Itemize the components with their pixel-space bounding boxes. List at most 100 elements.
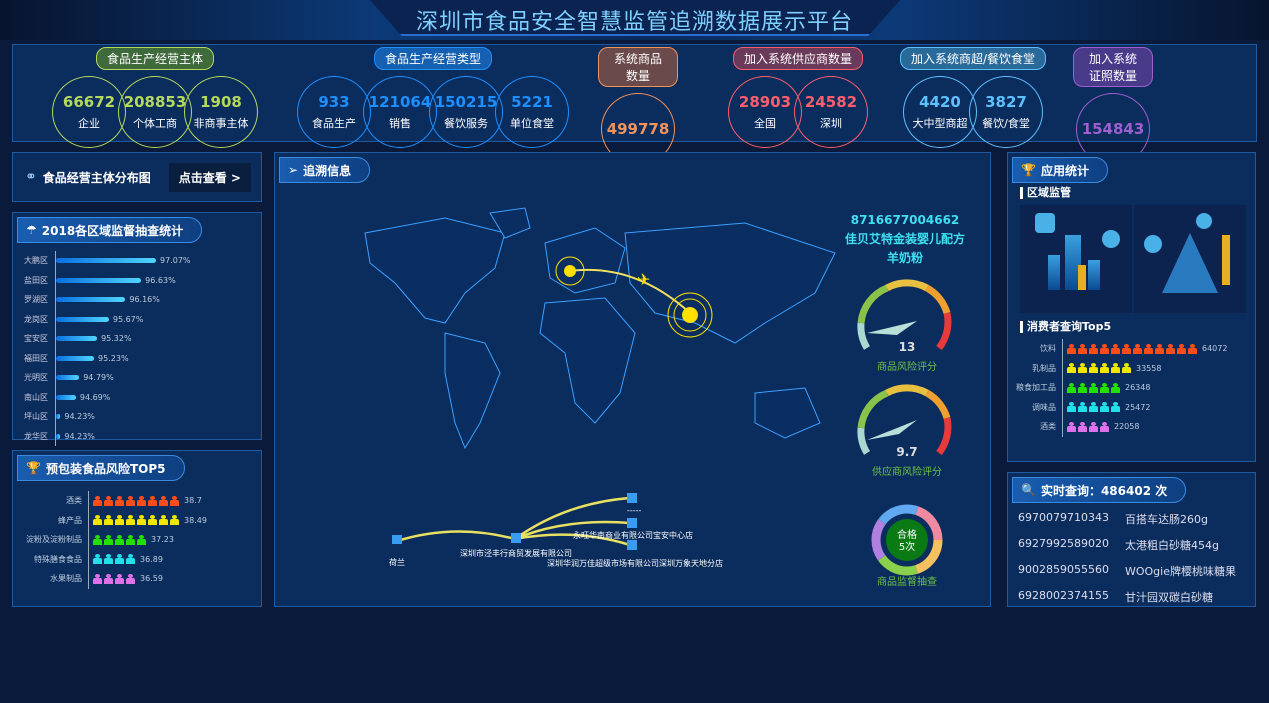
umbrella-icon: ☂ [26, 223, 37, 237]
person-icon [1111, 363, 1120, 374]
person-icon [115, 515, 124, 526]
bar [56, 258, 156, 264]
bar-label: 96.63% [145, 275, 176, 285]
picto-category: 水果制品 [13, 569, 89, 589]
realtime-row[interactable]: 6970079710343 百搭车达肠260g [1008, 511, 1255, 537]
picto-row: 粮食加工品 26348 [1008, 378, 1255, 398]
bar-category: 罗湖区 [24, 295, 48, 305]
picto-icons [93, 534, 148, 545]
picto-category: 酒类 [13, 491, 89, 511]
picto-row: 酒类 22058 [1008, 417, 1255, 437]
stat-group-label: 系统商品数量 [598, 47, 678, 87]
realtime-list[interactable]: 6970079710343 百搭车达肠260g 6927992589020 太港粗白砂… [1008, 511, 1255, 606]
bar-category: 盐田区 [24, 275, 48, 285]
panel-title: 2018各区域监督抽查统计 [41, 223, 184, 238]
distribution-title: 食品经营主体分布图 [42, 170, 151, 185]
trophy-icon: 🏆 [1021, 163, 1036, 177]
picto-icons [93, 495, 181, 506]
stat-circle: 5221 单位食堂 [495, 76, 569, 148]
person-icon [1155, 343, 1164, 354]
barcode: 6927992589020 [1018, 537, 1109, 550]
stat-label: 企业 [78, 117, 100, 130]
person-icon [1100, 382, 1109, 393]
consumer-subtitle: 消费者查询Top5 [1020, 321, 1255, 333]
picto-category: 乳制品 [1008, 358, 1063, 378]
stat-value: 4420 [919, 93, 961, 111]
panel-title: 应用统计 [1040, 163, 1089, 178]
bar-row: 光明区 94.79% [24, 368, 261, 388]
realtime-row[interactable]: 6927992589020 太港粗白砂糖454g [1008, 537, 1255, 563]
bar [56, 355, 95, 361]
flow-dest-label: ----- [627, 506, 642, 515]
bar-row: 龙华区 94.23% [24, 427, 261, 447]
person-icon [126, 515, 135, 526]
picto-value: 37.23 [151, 535, 174, 545]
person-icon [148, 495, 157, 506]
picto-icons [1067, 421, 1111, 432]
picto-row: 蜂产品 38.49 [13, 510, 261, 530]
stat-value: 121064 [368, 93, 432, 111]
product-info: 8716677004662 佳贝艾特金装婴儿配方羊奶粉 [825, 211, 985, 268]
paper-plane-icon: ➢ [288, 163, 299, 177]
person-icon [137, 495, 146, 506]
person-icon [1111, 343, 1120, 354]
person-icon [104, 534, 113, 545]
user-shield-icon [1035, 213, 1055, 233]
world-map[interactable]: ✈ 荷兰 深圳市泾丰行商贸发展有限公司 ----- 永旺华南商业有限公司宝安中心… [275, 173, 992, 603]
person-icon [1089, 421, 1098, 432]
picto-category: 淀粉及淀粉制品 [13, 530, 89, 550]
picto-value: 38.7 [184, 496, 202, 506]
bar-label: 95.23% [98, 353, 129, 363]
origin-ripple [555, 256, 585, 286]
realtime-row[interactable]: 9002859055560 WOOgie牌樱桃味糖果 [1008, 563, 1255, 589]
trophy-icon: 🏆 [26, 461, 41, 475]
stat-circles: 28903 全国 24582 深圳 [723, 76, 873, 148]
stat-value: 208853 [123, 93, 187, 111]
inspection-donut: 合格 5次 商品监督抽查 [871, 504, 943, 588]
stat-value: 933 [318, 93, 350, 111]
flow-origin-label: 荷兰 [389, 557, 405, 567]
person-icon [148, 515, 157, 526]
cutlery-icon [1196, 213, 1212, 229]
stat-group-label: 加入系统供应商数量 [732, 47, 863, 70]
risk-panel: 🏆 预包装食品风险TOP5 酒类 38.7 蜂产品 38.49 淀粉及淀粉制品 37.23 特… [12, 450, 262, 607]
bar-category: 福田区 [24, 353, 48, 363]
person-icon [1078, 421, 1087, 432]
flow-link [514, 520, 631, 541]
stat-label: 食品生产 [312, 117, 356, 130]
picto-value: 38.49 [184, 515, 207, 525]
bar-category: 大鹏区 [24, 256, 48, 266]
stat-value: 154843 [1081, 120, 1145, 138]
bar-row: 福田区 95.23% [24, 349, 261, 369]
stat-circles: 4420 大中型商超 3827 餐饮/食堂 [898, 76, 1048, 148]
stat-label: 深圳 [820, 117, 842, 130]
bar-row: 龙岗区 95.67% [24, 310, 261, 330]
realtime-row[interactable]: 6928002374155 甘汁园双碳白砂糖 [1008, 589, 1255, 606]
panel-header: ➢ 追溯信息 [279, 157, 371, 183]
picto-row: 淀粉及淀粉制品 37.23 [13, 530, 261, 550]
bar-label: 95.32% [101, 334, 132, 344]
person-icon [1067, 402, 1076, 413]
picto-icons [93, 573, 137, 584]
origin-marker [564, 265, 576, 277]
region-illustrations [1020, 205, 1255, 313]
product-name: 太港粗白砂糖454g [1124, 539, 1219, 552]
app-stats-panel: 🏆 应用统计 区域监管 消费者查询Top5 饮料 64072 乳制品 33558 粮食加工… [1007, 152, 1256, 462]
picto-icons [93, 554, 137, 565]
view-distribution-button[interactable]: 点击查看 > [168, 162, 251, 192]
person-icon [104, 495, 113, 506]
inspection-panel: ☂ 2018各区域监督抽查统计 大鹏区 97.07% 盐田区 96.63% 罗湖区 96.1… [12, 212, 262, 446]
stat-group-label: 加入系统商超/餐饮食堂 [899, 47, 1047, 70]
person-icon [1078, 402, 1087, 413]
person-icon [1100, 402, 1109, 413]
stat-label: 餐饮/食堂 [982, 117, 1030, 130]
stat-value: 1908 [200, 93, 242, 111]
stat-group-label: 加入系统证照数量 [1073, 47, 1153, 87]
origin-node-icon [392, 535, 402, 544]
picto-row: 乳制品 33558 [1008, 358, 1255, 378]
stat-circle: 24582 深圳 [794, 76, 868, 148]
flow-link [514, 533, 631, 547]
picto-icons [1067, 363, 1133, 374]
stat-circles: 933 食品生产 121064 销售 150215 餐饮服务 5221 单位食堂 [288, 76, 578, 148]
bar-label: 94.23% [64, 412, 95, 422]
